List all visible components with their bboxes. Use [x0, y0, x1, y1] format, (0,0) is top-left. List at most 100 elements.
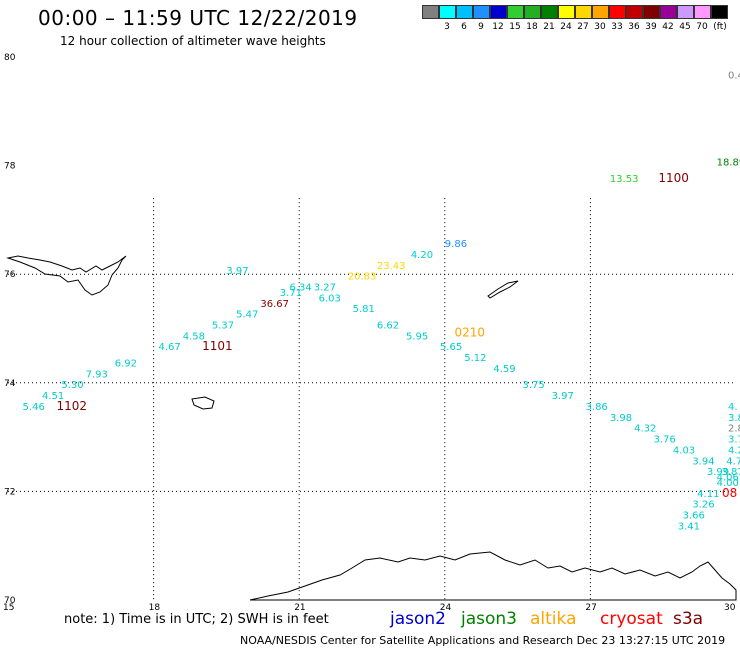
color-swatch — [456, 5, 473, 19]
wave-height-value: 4.27 — [728, 445, 740, 456]
wave-height-value: 4.03 — [673, 445, 695, 456]
wave-height-value: 3.75 — [522, 380, 544, 391]
graticule — [8, 198, 736, 600]
color-swatch — [677, 5, 694, 19]
wave-height-value: 4.59 — [493, 364, 515, 375]
wave-height-value: 3.66 — [683, 511, 705, 522]
wave-height-value: 6.03 — [319, 293, 341, 304]
wave-height-value: 3.79 — [728, 435, 740, 446]
wave-height-value: 4.11 — [697, 489, 719, 500]
wave-height-value: 3.8 — [728, 413, 740, 424]
color-swatch — [473, 5, 490, 19]
color-swatch — [643, 5, 660, 19]
wave-height-value: 3.26 — [692, 500, 714, 511]
pass-time-label: 1102 — [57, 399, 88, 413]
color-tick-label: 24 — [560, 22, 572, 32]
satellite-name: cryosat — [600, 609, 663, 629]
satellite-name: jason2 — [390, 609, 446, 629]
color-tick-label: 30 — [594, 22, 606, 32]
lon-tick-label: 18 — [149, 603, 161, 613]
color-tick-label: 36 — [628, 22, 640, 32]
wave-height-value: 18.89 — [717, 158, 740, 169]
wave-height-value: 4.74 — [726, 456, 740, 467]
wave-height-value: 4.00 — [717, 478, 739, 489]
satellite-name: jason3 — [461, 609, 517, 629]
coastline — [6, 255, 737, 601]
color-scale-legend: 3 6 9 12 15 18 21 24 27 30 33 36 39 42 45 70 (ft) — [422, 5, 730, 35]
wave-height-value: 5.37 — [212, 321, 234, 332]
wave-height-value: 13.53 — [610, 174, 639, 185]
pass-time-label: 1100 — [658, 171, 689, 185]
color-swatch — [558, 5, 575, 19]
color-tick-label: 45 — [679, 22, 691, 32]
pass-time-label: 1101 — [202, 339, 233, 353]
wave-height-observations: 5.464.515.307.93 6.92 4.674.58 5.375.4736.6… — [23, 71, 740, 533]
wave-height-value: 6.62 — [377, 321, 399, 332]
wave-height-value: 3.27 — [314, 282, 336, 293]
lon-tick-label: 24 — [440, 603, 452, 613]
wave-height-value: 5.46 — [23, 402, 45, 413]
color-swatch — [422, 5, 439, 19]
wave-height-value: 6.92 — [115, 359, 137, 370]
color-swatch — [711, 5, 728, 19]
wave-height-value: 3.99 — [707, 467, 729, 478]
wave-height-value: 4.58 — [183, 331, 205, 342]
wave-height-value: 3.87 — [721, 467, 740, 478]
color-swatch — [524, 5, 541, 19]
wave-height-value: 4. — [728, 402, 738, 413]
lon-tick-label: 30 — [724, 603, 736, 613]
wave-height-value: 4.32 — [634, 424, 656, 435]
color-tick-label: 39 — [645, 22, 657, 32]
wave-height-value: 5.47 — [236, 310, 258, 321]
lat-tick-label: 78 — [4, 162, 16, 172]
wave-height-value: 9.86 — [445, 239, 467, 250]
color-tick-label: 18 — [526, 22, 538, 32]
bear-island — [191, 396, 215, 410]
color-tick-label: 12 — [492, 22, 504, 32]
color-tick-label: 27 — [577, 22, 589, 32]
wave-height-value: 36.67 — [260, 299, 289, 310]
color-swatch — [660, 5, 677, 19]
wave-height-value: 4.67 — [158, 342, 180, 353]
lat-tick-label: 74 — [4, 379, 16, 389]
wave-height-value: 5.12 — [464, 353, 486, 364]
color-unit-label: (ft) — [713, 22, 727, 32]
wave-height-value: 5.30 — [61, 380, 83, 391]
wave-height-value: 5.81 — [353, 304, 375, 315]
color-tick-label: 33 — [611, 22, 623, 32]
color-swatch — [507, 5, 524, 19]
satellite-name: altika — [530, 609, 577, 629]
color-tick-label: 15 — [509, 22, 521, 32]
wave-height-value: 3.41 — [678, 521, 700, 532]
wave-height-value: 3.98 — [610, 413, 632, 424]
color-swatch — [694, 5, 711, 19]
wave-height-value: 3.97 — [226, 266, 248, 277]
wave-height-value: 6.34 — [289, 282, 311, 293]
wave-height-value: 4.20 — [411, 250, 433, 261]
hopen-island — [487, 280, 519, 299]
wave-height-value: 2.84 — [728, 424, 740, 435]
wave-height-value: 4.06 — [717, 473, 739, 484]
lon-tick-label: 27 — [585, 603, 596, 613]
lat-tick-label: 72 — [4, 487, 15, 497]
pass-time-label: 0210 — [455, 326, 486, 340]
wave-height-value: 20.83 — [348, 272, 377, 283]
color-swatch — [592, 5, 609, 19]
wave-height-value: 7.93 — [86, 369, 108, 380]
wave-height-value: 3.86 — [586, 402, 608, 413]
wave-height-value: 4.51 — [42, 391, 64, 402]
color-swatch — [541, 5, 558, 19]
svalbard-coast — [6, 255, 127, 296]
lat-tick-label: 70 — [4, 596, 16, 606]
wave-height-value: 23.43 — [377, 261, 406, 272]
wave-height-value: 5.95 — [406, 331, 428, 342]
lon-tick-label: 15 — [3, 603, 14, 613]
wave-height-value: 3.76 — [653, 435, 675, 446]
color-tick-label: 42 — [662, 22, 674, 32]
color-swatch — [439, 5, 456, 19]
color-swatch — [575, 5, 592, 19]
color-tick-label: 6 — [461, 22, 467, 32]
